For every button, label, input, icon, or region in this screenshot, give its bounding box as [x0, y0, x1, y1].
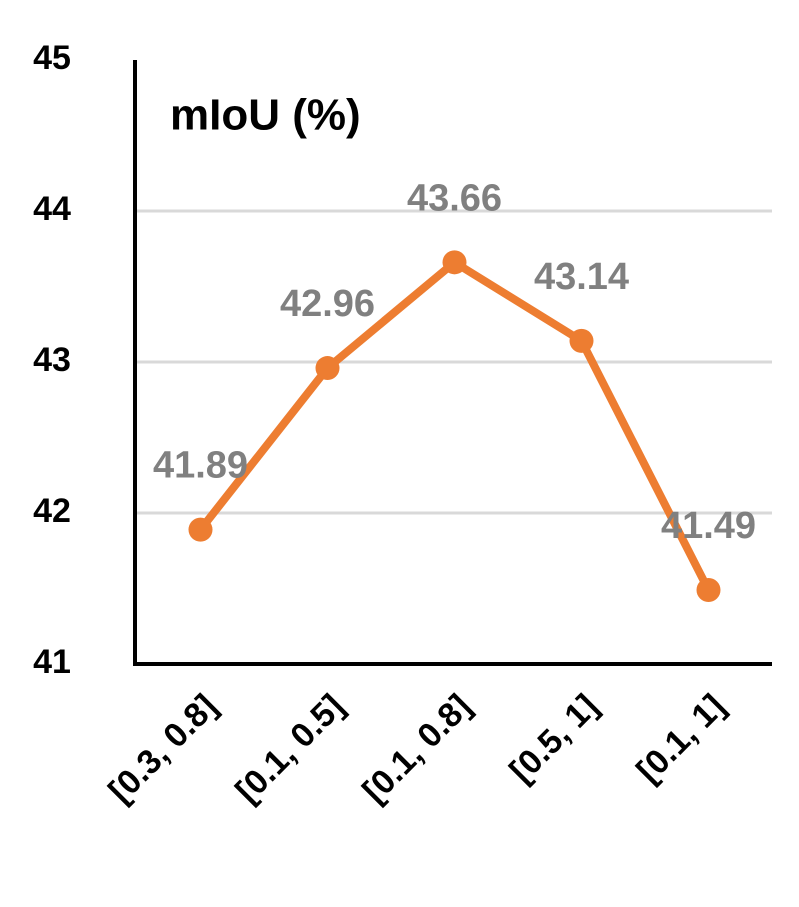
data-label: 43.14 [534, 256, 629, 298]
chart-title: mIoU (%) [170, 91, 361, 140]
y-tick-label: 41 [33, 643, 71, 681]
x-tick-label: [0.1, 1] [629, 687, 732, 790]
data-label: 43.66 [407, 177, 502, 219]
x-tick-label: [0.5, 1] [502, 687, 605, 790]
line [197, 258, 713, 592]
y-tick-label: 45 [33, 39, 71, 77]
marker [442, 250, 467, 275]
x-tick-label: [0.1, 0.5] [228, 687, 351, 810]
x-tick-label: [0.3, 0.8] [101, 687, 224, 810]
data-label: 41.89 [153, 445, 248, 487]
x-tick-label: [0.1, 0.8] [355, 687, 478, 810]
data-label: 41.49 [661, 505, 756, 547]
y-tick-label: 43 [33, 341, 71, 379]
marker [315, 356, 340, 381]
y-tick-label: 42 [33, 492, 71, 530]
marker [696, 578, 721, 603]
marker [569, 328, 594, 353]
data-label: 42.96 [280, 283, 375, 325]
marker [188, 517, 213, 542]
y-tick-label: 44 [33, 190, 71, 228]
